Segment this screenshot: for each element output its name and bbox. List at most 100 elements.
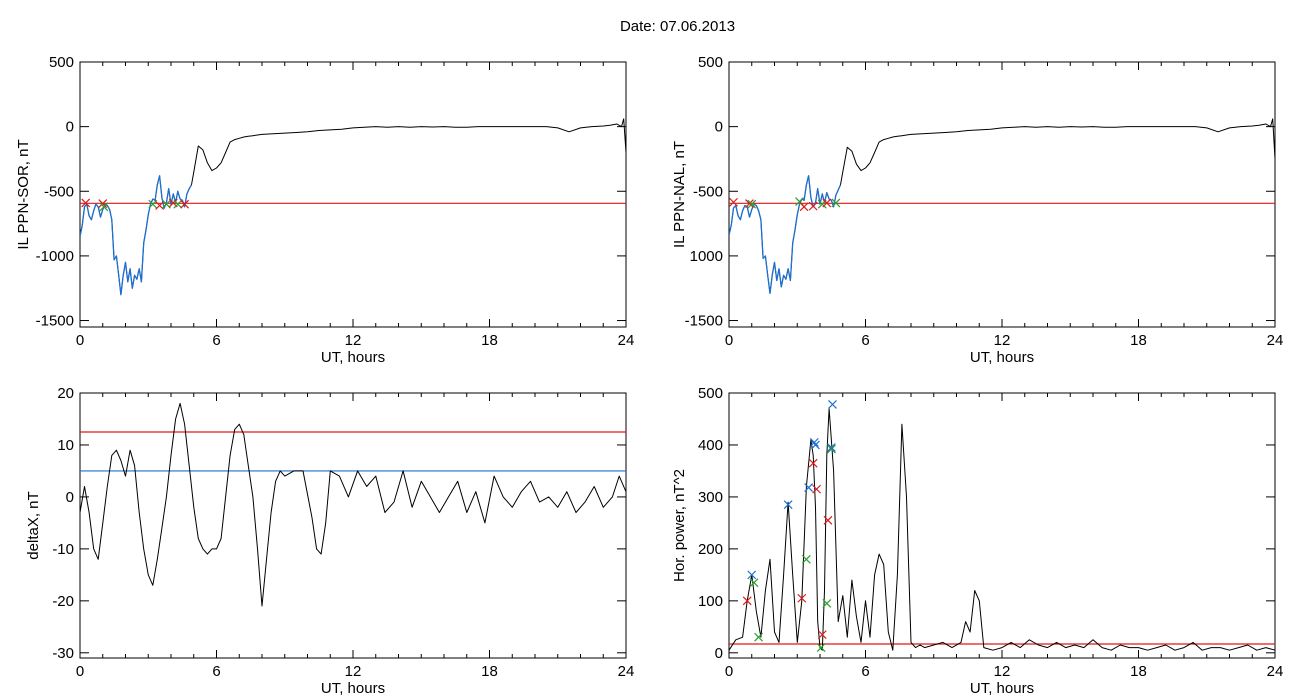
- x-marker-stroke: [831, 198, 841, 208]
- x-marker: [804, 483, 814, 492]
- y-axis-label: deltaX, nT: [25, 491, 42, 559]
- x-marker-stroke: [783, 500, 793, 510]
- x-marker-stroke: [826, 443, 836, 452]
- panel-deltax: 0 6 12 18 24 20 10 0 -10 -20 -30 UT, hours deltaX, n…: [25, 385, 634, 697]
- y-axis-label: IL PPN-NAL, nT: [671, 141, 688, 248]
- x-marker-stroke: [742, 596, 752, 606]
- x-marker-stroke: [155, 201, 165, 210]
- x-marker: [811, 440, 820, 450]
- x-tick-label: 6: [212, 663, 220, 680]
- x-marker: [148, 199, 158, 209]
- x-marker: [742, 596, 752, 606]
- y-tick-label: -500: [44, 183, 74, 200]
- x-marker: [783, 500, 793, 510]
- y-tick-label: 0: [715, 119, 723, 136]
- x-tick-label: 12: [345, 663, 362, 680]
- y-tick-label: -1000: [36, 248, 74, 265]
- y-axis-label: Hor. power, nT^2: [671, 469, 688, 582]
- x-tick-label: 0: [76, 332, 84, 349]
- y-tick-label: 300: [698, 489, 723, 506]
- x-marker-stroke: [797, 593, 807, 603]
- x-tick-label: 12: [994, 332, 1011, 349]
- x-marker: [812, 484, 822, 494]
- x-tick-label: 12: [994, 663, 1011, 680]
- x-marker-stroke: [173, 199, 183, 209]
- x-axis-label: UT, hours: [321, 680, 385, 697]
- x-marker: [747, 199, 757, 209]
- y-tick-label: 10: [57, 437, 74, 454]
- x-tick-label: 18: [1130, 332, 1147, 349]
- x-marker: [162, 199, 171, 209]
- x-marker: [98, 199, 108, 208]
- x-marker: [826, 443, 836, 452]
- x-tick-label: 24: [618, 663, 635, 680]
- x-tick-label: 6: [212, 332, 220, 349]
- y-tick-label: 400: [698, 437, 723, 454]
- x-marker-stroke: [795, 197, 804, 207]
- x-marker-stroke: [180, 199, 190, 209]
- x-marker-stroke: [808, 458, 818, 468]
- x-marker: [173, 199, 183, 209]
- x-marker: [822, 599, 832, 608]
- x-marker-stroke: [816, 643, 826, 653]
- x-tick-label: 18: [481, 332, 498, 349]
- x-marker-stroke: [799, 202, 809, 212]
- y-tick-label: 1000: [690, 248, 723, 265]
- y-tick-label: 0: [66, 119, 74, 136]
- x-marker-stroke: [729, 197, 738, 207]
- x-marker-stroke: [823, 515, 833, 525]
- x-tick-label: 24: [1267, 332, 1284, 349]
- x-marker: [822, 198, 832, 208]
- x-marker-stroke: [754, 632, 763, 642]
- y-tick-label: -30: [52, 645, 74, 662]
- y-tick-label: 100: [698, 593, 723, 610]
- x-marker: [747, 570, 757, 580]
- x-marker-stroke: [747, 570, 757, 580]
- x-tick-label: 6: [861, 332, 869, 349]
- panel-sor: 0 6 12 18 24 500 0 -500 -1000 -1500 UT, hours IL PP…: [15, 54, 634, 366]
- x-marker-stroke: [812, 484, 822, 494]
- x-marker: [817, 630, 827, 640]
- y-tick-label: 0: [715, 645, 723, 662]
- x-tick-label: 6: [861, 663, 869, 680]
- x-marker-stroke: [168, 198, 178, 208]
- x-marker: [81, 198, 91, 208]
- x-marker-stroke: [162, 199, 171, 209]
- y-tick-label: 500: [698, 54, 723, 71]
- panel-hpower: 0 6 12 18 24 500 400 300 200 100 0 UT, hours Hor. po…: [671, 385, 1283, 697]
- series-line: [729, 408, 1275, 651]
- x-marker: [831, 198, 841, 208]
- x-marker: [155, 201, 165, 210]
- y-tick-label: 20: [57, 385, 74, 402]
- y-tick-label: 500: [698, 385, 723, 402]
- x-marker-stroke: [808, 201, 818, 211]
- panel-nal: 0 6 12 18 24 500 0 -500 1000 -1500 UT, hours IL PPN…: [671, 54, 1283, 366]
- x-marker: [823, 515, 833, 525]
- x-marker-stroke: [98, 199, 108, 208]
- x-marker: [828, 400, 837, 409]
- x-axis-label: UT, hours: [321, 349, 385, 366]
- x-marker-stroke: [822, 599, 832, 608]
- x-marker-stroke: [817, 630, 827, 640]
- x-marker: [745, 199, 754, 208]
- x-marker: [180, 199, 190, 209]
- x-marker-stroke: [801, 554, 811, 564]
- x-tick-label: 18: [481, 663, 498, 680]
- y-tick-label: -500: [693, 183, 723, 200]
- y-tick-label: -1500: [36, 313, 74, 330]
- x-tick-label: 0: [725, 663, 733, 680]
- x-marker-stroke: [81, 198, 91, 208]
- x-marker: [808, 201, 818, 211]
- x-marker-stroke: [148, 199, 158, 209]
- y-axis-label: IL PPN-SOR, nT: [15, 139, 32, 249]
- x-marker: [754, 632, 763, 642]
- y-tick-label: 500: [49, 54, 74, 71]
- y-tick-label: 200: [698, 541, 723, 558]
- x-marker: [729, 197, 738, 207]
- x-marker: [797, 593, 807, 603]
- series-line-highlight: [80, 175, 193, 296]
- series-line-highlight: [729, 175, 842, 295]
- x-marker-stroke: [811, 440, 820, 450]
- series-line: [729, 118, 1275, 294]
